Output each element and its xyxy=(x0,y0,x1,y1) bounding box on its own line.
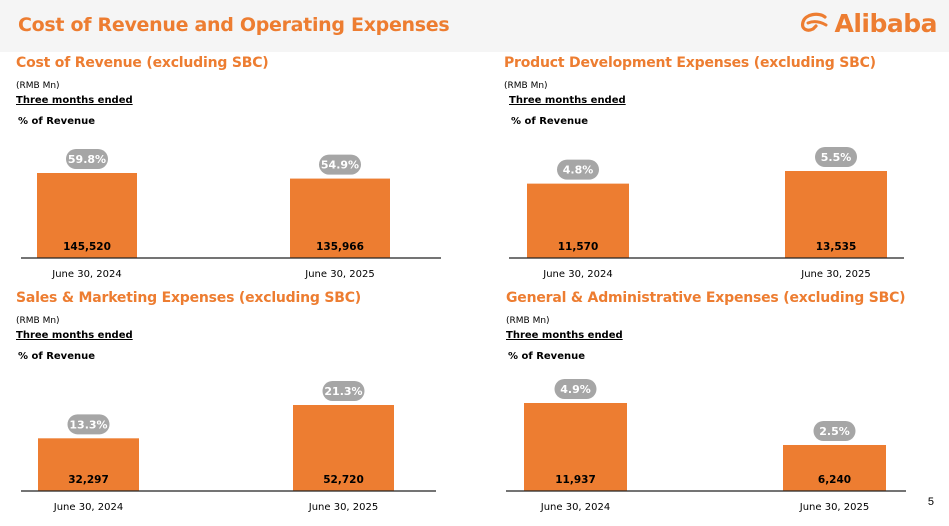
pct-pill-label: 5.5% xyxy=(821,151,852,164)
pct-pill xyxy=(66,149,108,169)
bar xyxy=(527,183,629,258)
bar xyxy=(293,405,394,491)
panel-cost-of-revenue: Cost of Revenue (excluding SBC) (RMB Mn)… xyxy=(16,55,456,285)
pct-pill-label: 4.9% xyxy=(560,383,591,396)
alibaba-logo-icon xyxy=(801,12,828,32)
chart-general-admin: 11,937 4.9% June 30, 2024 6,240 2.5% June 30,… xyxy=(506,379,906,513)
chart-product-development: 11,570 4.8% June 30, 2024 13,535 5.5% June 30… xyxy=(509,147,904,280)
panel-sales-marketing: Sales & Marketing Expenses (excluding SB… xyxy=(16,290,456,522)
alibaba-logo: Alibaba xyxy=(799,8,937,38)
bar xyxy=(38,438,139,491)
pct-pill-label: 54.9% xyxy=(321,159,359,172)
pct-pill-label: 2.5% xyxy=(819,425,850,438)
panel-title: Sales & Marketing Expenses (excluding SB… xyxy=(16,290,361,306)
page-title: Cost of Revenue and Operating Expenses xyxy=(18,14,450,36)
bar-value-label: 11,570 xyxy=(558,241,599,253)
bar-value-label: 13,535 xyxy=(816,241,857,253)
category-label: June 30, 2025 xyxy=(308,502,379,513)
panel-pct-label: % of Revenue xyxy=(18,116,96,127)
category-label: June 30, 2024 xyxy=(542,269,613,280)
pct-pill xyxy=(813,420,856,441)
bar-value-label: 32,297 xyxy=(68,474,109,486)
pct-pill-label: 59.8% xyxy=(68,153,106,166)
category-label: June 30, 2024 xyxy=(540,502,611,513)
panel-pct-label: % of Revenue xyxy=(508,351,586,362)
category-label: June 30, 2025 xyxy=(800,269,871,280)
chart-cost-of-revenue: 145,520 59.8% June 30, 2024 135,966 54.9% Jun… xyxy=(21,149,441,280)
chart-sales-marketing: 32,297 13.3% June 30, 2024 52,720 21.3% June … xyxy=(21,381,436,513)
bar xyxy=(37,173,137,258)
category-label: June 30, 2025 xyxy=(304,269,375,280)
pct-pill xyxy=(557,159,599,180)
panel-period: Three months ended xyxy=(506,330,623,341)
panel-pct-label: % of Revenue xyxy=(511,116,589,127)
pct-pill xyxy=(322,381,365,401)
bar xyxy=(290,178,390,258)
pct-pill xyxy=(554,379,597,399)
panel-period: Three months ended xyxy=(16,95,133,106)
pct-pill xyxy=(67,414,110,435)
panel-title: Cost of Revenue (excluding SBC) xyxy=(16,55,269,71)
pct-pill-label: 13.3% xyxy=(69,418,107,431)
bar-value-label: 135,966 xyxy=(316,241,364,253)
category-label: June 30, 2024 xyxy=(53,502,124,513)
pct-pill xyxy=(319,154,361,175)
header-bar xyxy=(0,0,949,52)
panel-unit: (RMB Mn) xyxy=(16,81,60,91)
pct-pill xyxy=(815,147,857,167)
category-label: June 30, 2024 xyxy=(51,269,122,280)
bar-value-label: 6,240 xyxy=(818,474,851,486)
bar xyxy=(785,171,887,258)
panel-general-admin: General & Administrative Expenses (exclu… xyxy=(506,290,936,522)
bar-value-label: 145,520 xyxy=(63,241,111,253)
panel-unit: (RMB Mn) xyxy=(504,81,548,91)
panel-period: Three months ended xyxy=(16,330,133,341)
panel-period: Three months ended xyxy=(509,95,626,106)
page-number: 5 xyxy=(927,496,934,508)
pct-pill-label: 21.3% xyxy=(324,385,362,398)
pct-pill-label: 4.8% xyxy=(563,164,594,177)
panel-title: Product Development Expenses (excluding … xyxy=(504,55,876,71)
panel-title: General & Administrative Expenses (exclu… xyxy=(506,290,906,306)
category-label: June 30, 2025 xyxy=(799,502,870,513)
panel-product-development: Product Development Expenses (excluding … xyxy=(504,55,944,285)
panel-unit: (RMB Mn) xyxy=(16,316,60,326)
bar-value-label: 11,937 xyxy=(555,474,596,486)
bar-value-label: 52,720 xyxy=(323,474,364,486)
bar xyxy=(524,403,627,491)
bar xyxy=(783,444,886,491)
panel-unit: (RMB Mn) xyxy=(506,316,550,326)
alibaba-logo-text: Alibaba xyxy=(834,8,937,38)
panel-pct-label: % of Revenue xyxy=(18,351,96,362)
